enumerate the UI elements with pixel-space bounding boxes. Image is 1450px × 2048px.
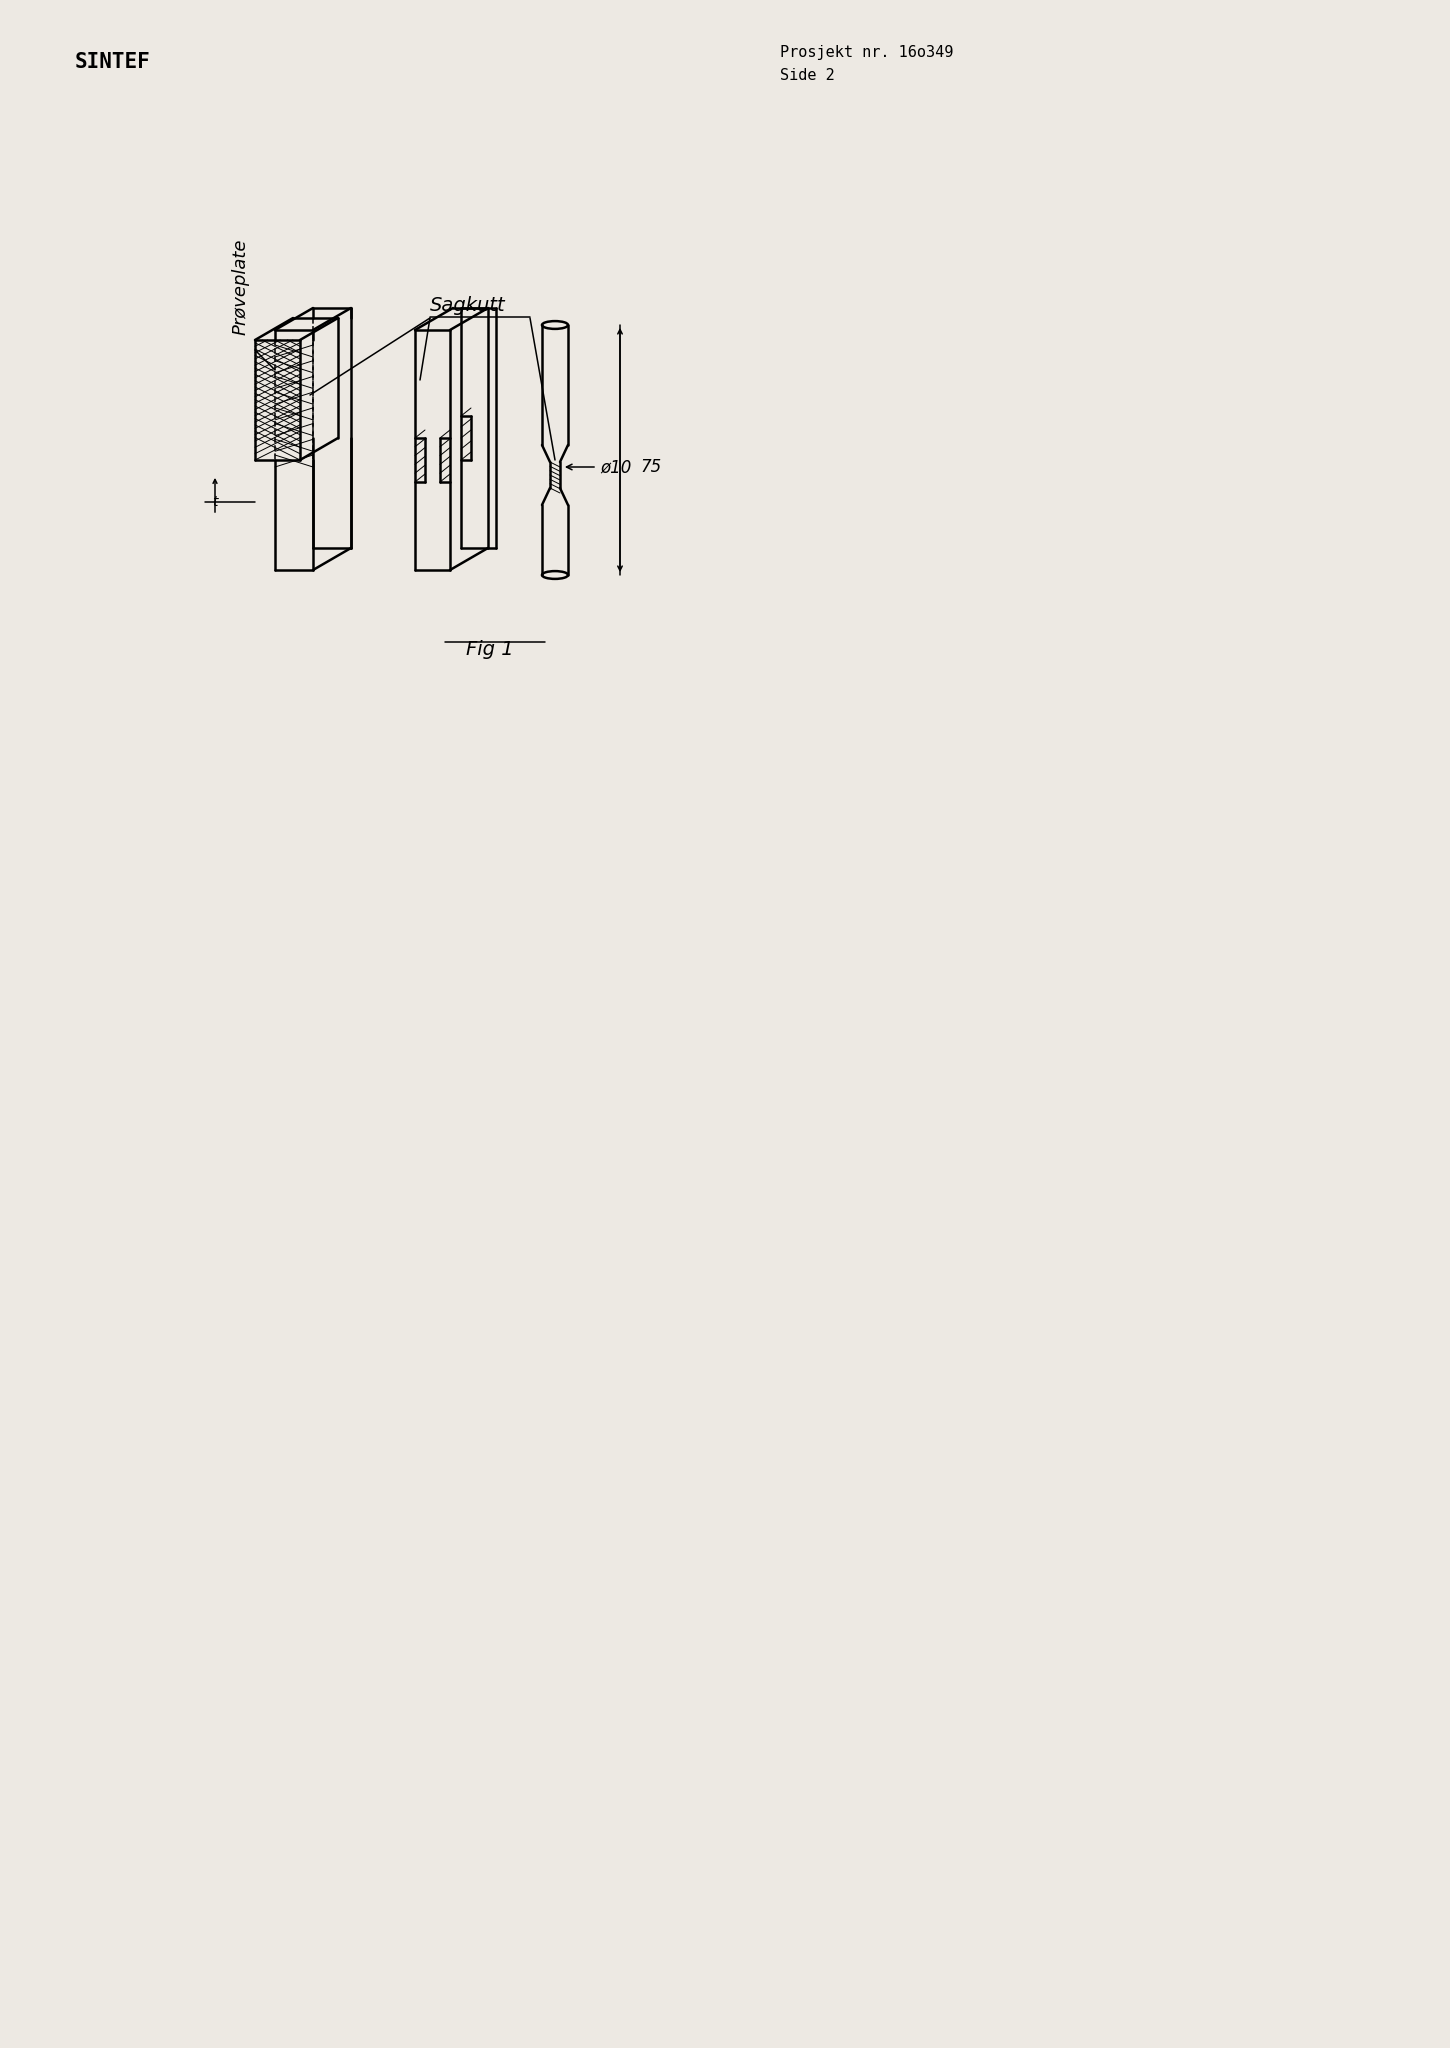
Text: t: t	[212, 496, 218, 510]
Text: Sagkutt: Sagkutt	[431, 297, 506, 315]
Text: Prosjekt nr. 16o349: Prosjekt nr. 16o349	[780, 45, 953, 59]
Text: Side 2: Side 2	[780, 68, 835, 84]
Text: ø10: ø10	[600, 459, 631, 475]
Text: SINTEF: SINTEF	[75, 51, 151, 72]
Text: Prøveplate: Prøveplate	[232, 238, 249, 336]
Text: 75: 75	[639, 459, 661, 475]
Text: Fig 1: Fig 1	[467, 639, 513, 659]
